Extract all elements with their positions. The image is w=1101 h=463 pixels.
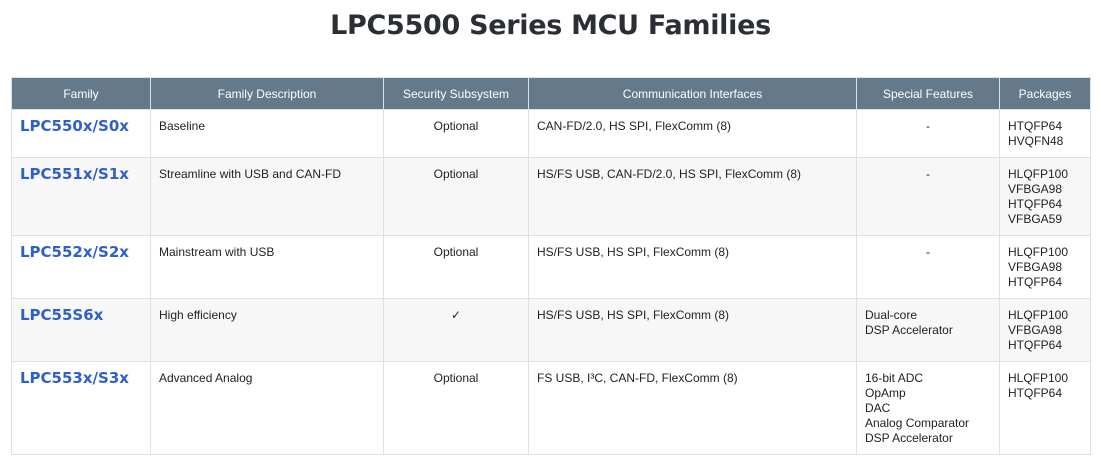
features-cell: 16-bit ADC OpAmp DAC Analog Comparator DSP A… (856, 361, 1000, 455)
packages-cell: HLQFP100 VFBGA98 HTQFP64 (999, 235, 1091, 299)
security-cell: Optional (383, 361, 529, 455)
column-header: Communication Interfaces (528, 77, 857, 110)
packages-cell: HTQFP64 HVQFN48 (999, 109, 1091, 158)
package-item: HVQFN48 (1008, 134, 1064, 148)
features-cell: - (856, 109, 1000, 158)
interfaces-cell: CAN-FD/2.0, HS SPI, FlexComm (8) (528, 109, 857, 158)
description-cell: High efficiency (150, 298, 384, 362)
package-item: VFBGA98 (1008, 182, 1063, 196)
mcu-families-table: Family Family Description Security Subsyst… (11, 77, 1091, 455)
column-header: Special Features (856, 77, 1000, 110)
feature-item: 16-bit ADC (865, 371, 924, 385)
package-item: HLQFP100 (1008, 308, 1069, 322)
package-item: HLQFP100 (1008, 245, 1069, 259)
security-cell: Optional (383, 109, 529, 158)
packages-cell: HLQFP100 HTQFP64 (999, 361, 1091, 455)
packages-cell: HLQFP100 VFBGA98 HTQFP64 VFBGA59 (999, 157, 1091, 236)
security-check-icon: ✓ (383, 298, 529, 362)
description-cell: Mainstream with USB (150, 235, 384, 299)
package-item: HLQFP100 (1008, 371, 1069, 385)
package-item: HTQFP64 (1008, 197, 1063, 211)
interfaces-cell: HS/FS USB, CAN-FD/2.0, HS SPI, FlexComm … (528, 157, 857, 236)
packages-cell: HLQFP100 VFBGA98 HTQFP64 (999, 298, 1091, 362)
feature-item: - (926, 245, 930, 259)
security-cell: Optional (383, 157, 529, 236)
feature-item: DAC (865, 401, 891, 415)
feature-item: OpAmp (865, 386, 906, 400)
package-item: VFBGA98 (1008, 323, 1063, 337)
interfaces-cell: FS USB, I³C, CAN-FD, FlexComm (8) (528, 361, 857, 455)
page-title: LPC5500 Series MCU Families (330, 10, 771, 41)
family-link[interactable]: LPC553x/S3x (20, 369, 129, 387)
features-cell: - (856, 157, 1000, 236)
package-item: VFBGA59 (1008, 212, 1063, 226)
family-cell: LPC550x/S0x (11, 109, 151, 158)
interfaces-cell: HS/FS USB, HS SPI, FlexComm (8) (528, 235, 857, 299)
package-item: HLQFP100 (1008, 167, 1069, 181)
feature-item: - (926, 167, 930, 181)
features-cell: Dual-core DSP Accelerator (856, 298, 1000, 362)
package-item: VFBGA98 (1008, 260, 1063, 274)
column-header: Family Description (150, 77, 384, 110)
package-item: HTQFP64 (1008, 119, 1063, 133)
table-row: LPC551x/S1x Streamline with USB and CAN-F… (11, 157, 1091, 236)
description-cell: Baseline (150, 109, 384, 158)
column-header: Packages (999, 77, 1091, 110)
family-link[interactable]: LPC55S6x (20, 306, 104, 324)
feature-item: Analog Comparator (865, 416, 970, 430)
feature-item: - (926, 119, 930, 133)
family-cell: LPC553x/S3x (11, 361, 151, 455)
table-row: LPC550x/S0x Baseline Optional CAN-FD/2.0, H… (11, 109, 1091, 158)
description-cell: Advanced Analog (150, 361, 384, 455)
column-header: Family (11, 77, 151, 110)
family-cell: LPC552x/S2x (11, 235, 151, 299)
table-row: LPC553x/S3x Advanced Analog Optional FS USB… (11, 361, 1091, 455)
family-link[interactable]: LPC552x/S2x (20, 243, 129, 261)
family-cell: LPC55S6x (11, 298, 151, 362)
feature-item: DSP Accelerator (865, 431, 953, 445)
features-cell: - (856, 235, 1000, 299)
table-row: LPC55S6x High efficiency ✓ HS/FS USB, HS SP… (11, 298, 1091, 362)
family-cell: LPC551x/S1x (11, 157, 151, 236)
security-cell: Optional (383, 235, 529, 299)
family-link[interactable]: LPC551x/S1x (20, 165, 129, 183)
package-item: HTQFP64 (1008, 275, 1063, 289)
feature-item: DSP Accelerator (865, 323, 953, 337)
family-link[interactable]: LPC550x/S0x (20, 117, 129, 135)
feature-item: Dual-core (865, 308, 918, 322)
header-row: Family Family Description Security Subsyst… (11, 77, 1091, 110)
column-header: Security Subsystem (383, 77, 529, 110)
description-cell: Streamline with USB and CAN-FD (150, 157, 384, 236)
table-row: LPC552x/S2x Mainstream with USB Optional HS… (11, 235, 1091, 299)
interfaces-cell: HS/FS USB, HS SPI, FlexComm (8) (528, 298, 857, 362)
package-item: HTQFP64 (1008, 338, 1063, 352)
package-item: HTQFP64 (1008, 386, 1063, 400)
